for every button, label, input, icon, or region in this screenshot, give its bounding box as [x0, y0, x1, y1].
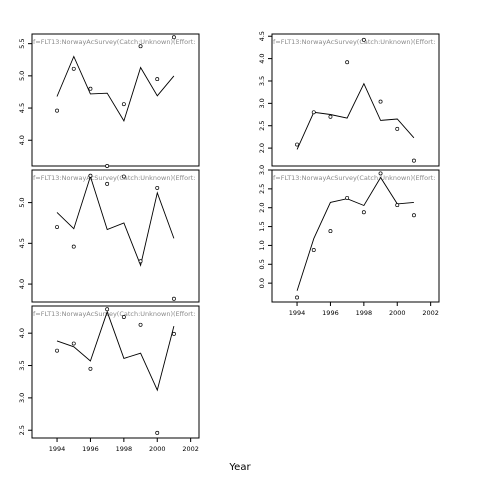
observed-point	[138, 322, 143, 327]
y-tick-label: 0.5	[258, 259, 266, 269]
observed-point	[55, 348, 60, 353]
x-tick-label: 1998	[116, 445, 133, 453]
observed-point	[311, 248, 316, 252]
observed-point	[71, 341, 76, 346]
x-tick-label: 1998	[356, 309, 373, 317]
y-tick-label: 4.5	[18, 103, 26, 113]
observed-point	[121, 174, 126, 179]
y-tick-label: 4.5	[18, 238, 26, 248]
observed-point	[88, 173, 93, 178]
y-tick-label: 0.0	[258, 278, 266, 288]
y-tick-label: 3.0	[258, 165, 266, 175]
y-tick-label: 2.0	[258, 143, 266, 153]
observed-point	[361, 210, 366, 215]
fitted-line	[56, 55, 175, 122]
x-tick-label: 1996	[322, 309, 339, 317]
observed-point	[295, 295, 299, 300]
panel-frame	[271, 33, 440, 167]
panel-frame	[31, 33, 200, 167]
observed-point	[295, 142, 299, 147]
panel-title: f=FLT13:NorwayAcSurvey(Catch:Unknown)(Ef…	[273, 38, 436, 46]
y-tick-label: 4.5	[258, 31, 266, 41]
observed-point	[412, 158, 416, 163]
panel-title: f=FLT13:NorwayAcSurvey(Catch:Unknown)(Ef…	[33, 38, 196, 46]
figure-xlabel: Year	[228, 462, 251, 473]
y-tick-label: 2.5	[258, 184, 266, 194]
panel-2: f=FLT13:NorwayAcSurvey(Catch:Unknown)(Ef…	[258, 31, 440, 167]
observed-point	[395, 203, 400, 208]
observed-point	[171, 331, 176, 336]
y-tick-label: 4.0	[18, 328, 26, 338]
y-tick-label: 5.5	[18, 38, 26, 48]
observed-point	[138, 44, 143, 49]
x-tick-label: 2000	[149, 445, 166, 453]
observed-point	[105, 181, 110, 186]
observed-point	[155, 77, 160, 82]
y-tick-label: 3.5	[18, 360, 26, 370]
x-tick-label: 2002	[182, 445, 199, 453]
observed-point	[395, 126, 400, 131]
x-tick-label: 1994	[289, 309, 306, 317]
observed-point	[155, 430, 160, 435]
y-tick-label: 5.0	[18, 197, 26, 207]
observed-point	[71, 244, 76, 249]
y-tick-label: 2.0	[258, 203, 266, 213]
panel-title: f=FLT13:NorwayAcSurvey(Catch:Unknown)(Ef…	[33, 174, 196, 182]
y-tick-label: 4.0	[18, 135, 26, 145]
observed-point	[121, 102, 126, 107]
observed-point	[138, 259, 143, 264]
panel-title: f=FLT13:NorwayAcSurvey(Catch:Unknown)(Ef…	[273, 174, 436, 182]
observed-point	[71, 66, 76, 71]
observed-point	[345, 60, 350, 65]
observed-point	[105, 164, 110, 168]
fitted-line	[56, 310, 175, 392]
x-tick-label: 2000	[389, 309, 406, 317]
y-tick-label: 3.0	[258, 98, 266, 108]
observed-point	[88, 86, 93, 91]
panel-frame	[31, 305, 200, 439]
observed-point	[328, 229, 333, 234]
fitted-line	[56, 175, 175, 267]
panels-layer: f=FLT13:NorwayAcSurvey(Catch:Unknown)(Ef…	[18, 31, 440, 453]
observed-point	[378, 99, 383, 104]
observed-point	[88, 366, 93, 371]
y-tick-label: 5.0	[18, 71, 26, 81]
fitted-line	[296, 176, 414, 291]
y-tick-label: 3.5	[258, 76, 266, 86]
x-tick-label: 1996	[82, 445, 99, 453]
observed-point	[412, 213, 416, 218]
panel-3: f=FLT13:NorwayAcSurvey(Catch:Unknown)(Ef…	[18, 169, 200, 303]
panel-frame	[271, 169, 440, 303]
observed-point	[171, 296, 176, 301]
y-tick-label: 1.0	[258, 240, 266, 250]
observed-point	[171, 35, 176, 40]
x-tick-label: 2002	[422, 309, 439, 317]
y-tick-label: 1.5	[258, 221, 266, 231]
y-tick-label: 4.0	[258, 53, 266, 63]
observed-point	[328, 114, 333, 119]
observed-point	[121, 315, 126, 319]
panel-frame	[31, 169, 200, 303]
panel-5: f=FLT13:NorwayAcSurvey(Catch:Unknown)(Ef…	[18, 305, 200, 453]
observed-point	[361, 37, 366, 42]
x-tick-label: 1994	[49, 445, 66, 453]
y-tick-label: 2.5	[258, 121, 266, 131]
panel-1: f=FLT13:NorwayAcSurvey(Catch:Unknown)(Ef…	[18, 33, 200, 168]
y-tick-label: 4.0	[18, 279, 26, 289]
observed-point	[378, 171, 383, 176]
observed-point	[345, 195, 350, 200]
observed-point	[311, 110, 316, 115]
observed-point	[105, 307, 110, 312]
panel-title: f=FLT13:NorwayAcSurvey(Catch:Unknown)(Ef…	[33, 310, 196, 318]
panel-4: f=FLT13:NorwayAcSurvey(Catch:Unknown)(Ef…	[258, 165, 440, 317]
fitted-line	[296, 82, 415, 150]
observed-point	[155, 185, 160, 190]
observed-point	[55, 225, 60, 229]
y-tick-label: 2.5	[18, 425, 26, 435]
observed-point	[55, 108, 60, 113]
y-tick-label: 3.0	[18, 393, 26, 403]
